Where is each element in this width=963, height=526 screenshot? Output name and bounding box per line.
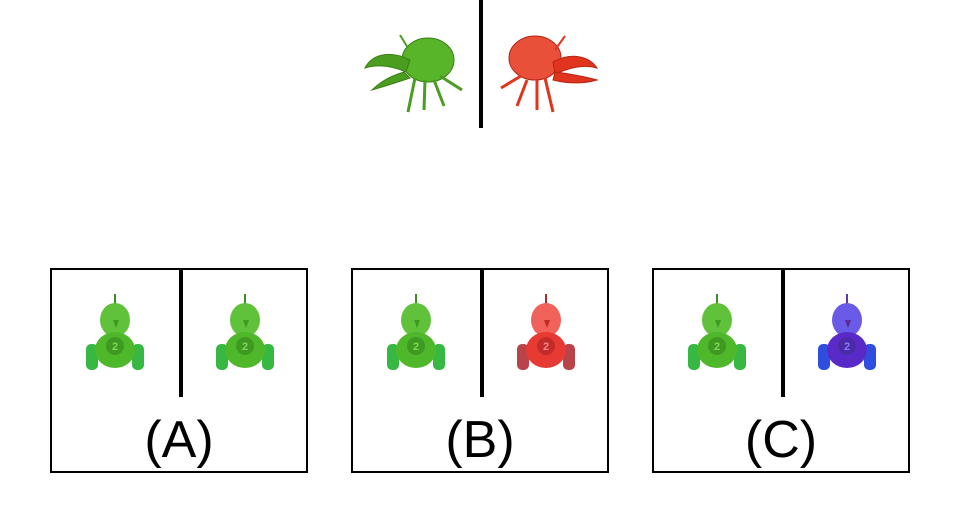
hermit-crab-icon	[497, 30, 602, 115]
robot-icon: 2	[684, 292, 750, 380]
svg-text:2: 2	[844, 341, 850, 353]
example-divider	[479, 0, 483, 128]
option-label: (C)	[744, 411, 818, 469]
hermit-crab-icon	[360, 30, 465, 115]
robot-icon: 2	[814, 292, 880, 380]
example-pair	[355, 0, 605, 130]
svg-text:2: 2	[112, 341, 118, 353]
svg-text:2: 2	[413, 341, 419, 353]
option-c[interactable]: 2 2 (C)	[652, 268, 910, 473]
option-divider	[179, 270, 183, 397]
robot-icon: 2	[82, 292, 148, 380]
svg-text:2: 2	[714, 341, 720, 353]
robot-icon: 2	[383, 292, 449, 380]
option-label: (A)	[144, 411, 214, 469]
svg-text:2: 2	[242, 341, 248, 353]
option-divider	[480, 270, 484, 397]
svg-text:2: 2	[543, 341, 549, 353]
robot-icon: 2	[513, 292, 579, 380]
option-a[interactable]: 2 2 (A)	[50, 268, 308, 473]
option-b[interactable]: 2 2 (B)	[351, 268, 609, 473]
robot-icon: 2	[212, 292, 278, 380]
option-label: (B)	[445, 411, 515, 469]
option-divider	[781, 270, 785, 397]
